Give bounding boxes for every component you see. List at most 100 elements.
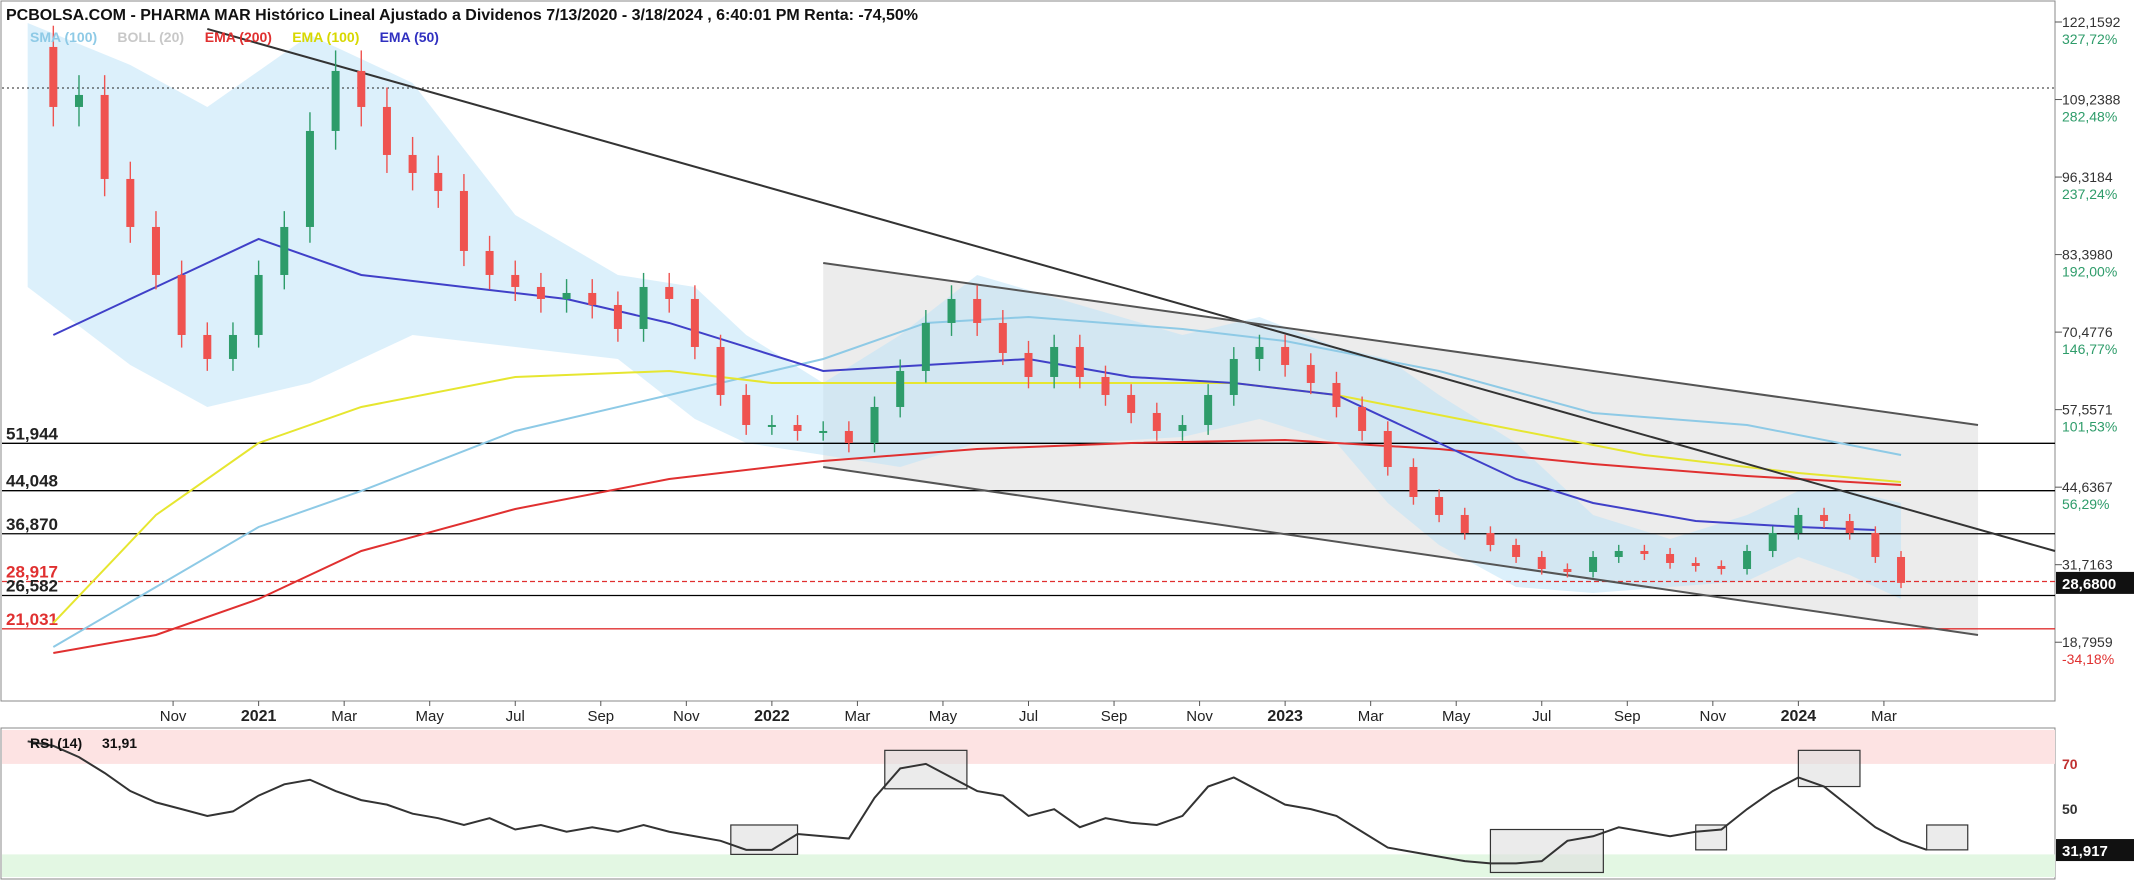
candle-body	[1768, 532, 1777, 551]
time-tick-label: Nov	[673, 708, 700, 725]
candle-body	[1820, 514, 1829, 521]
candle-body	[305, 130, 314, 227]
rsi-value: 31,91	[102, 735, 137, 751]
candle-body	[1691, 562, 1700, 566]
candle-body	[1306, 364, 1315, 383]
time-tick-label: May	[1442, 708, 1471, 725]
rsi-title: RSI (14)	[30, 735, 82, 751]
bollinger-band	[27, 22, 1902, 599]
ema50-line	[52, 237, 1876, 531]
time-tick-label: Sep	[1614, 708, 1641, 725]
rsi-overbought-band	[2, 730, 2055, 764]
candle-body	[819, 430, 828, 433]
legend-entry: EMA (100)	[292, 29, 359, 45]
percent-tick-label: 101,53%	[2062, 419, 2117, 435]
candle-body	[254, 274, 263, 335]
legend: SMA (100) BOLL (20) EMA (200) EMA (100) EMA …	[30, 29, 439, 45]
level-label: 28,917	[6, 562, 58, 581]
legend-entry: SMA (100)	[30, 29, 97, 45]
candle-body	[382, 106, 391, 155]
price-tick-label: 70,4776	[2062, 324, 2113, 340]
candle-body	[1383, 430, 1392, 467]
time-tick-label: Sep	[1101, 708, 1128, 725]
candle-body	[1152, 412, 1161, 431]
candle-body	[1024, 352, 1033, 377]
price-tick-label: 31,7163	[2062, 557, 2113, 573]
rsi-last-badge	[2056, 839, 2134, 862]
rsi-line	[27, 740, 1928, 865]
candle-body	[203, 334, 212, 359]
candle-body	[1229, 358, 1238, 395]
candle-body	[536, 286, 545, 299]
price-tick-label: 44,6367	[2062, 479, 2113, 495]
trend-line	[823, 261, 1979, 426]
rsi-last-label: 31,917	[2062, 843, 2108, 860]
chart-title: PCBOLSA.COM - PHARMA MAR Histórico Linea…	[6, 7, 918, 24]
candle-body	[228, 334, 237, 359]
candle-body	[639, 286, 648, 329]
candle-body	[1589, 556, 1598, 572]
candle-body	[1075, 346, 1084, 377]
candle-body	[459, 190, 468, 251]
time-tick-label: Jul	[1019, 708, 1038, 725]
price-tick-label: 18,7959	[2062, 634, 2113, 650]
level-label: 36,870	[6, 515, 58, 534]
percent-tick-label: 327,72%	[2062, 31, 2117, 47]
candle-body	[74, 94, 83, 107]
time-axis: Nov 2021 Mar May Jul Sep Nov 2022 Mar May Jul Sep No…	[160, 701, 1897, 725]
candle-body	[973, 298, 982, 323]
time-tick-label: 2023	[1267, 708, 1303, 725]
candle-body	[1127, 394, 1136, 413]
rsi-highlight-box	[1926, 824, 1969, 851]
candle-body	[126, 178, 135, 227]
candle-body	[357, 70, 366, 107]
price-tick-label: 122,1592	[2062, 14, 2121, 30]
candle-body	[921, 322, 930, 371]
candle-body	[1614, 550, 1623, 557]
candle-body	[1409, 466, 1418, 497]
rsi-highlight-box	[1489, 828, 1604, 874]
rsi-level-label: 70	[2062, 756, 2078, 772]
level-label: 21,031	[6, 610, 58, 629]
candle-body	[1537, 556, 1546, 569]
time-tick-label: Nov	[1699, 708, 1726, 725]
time-tick-label: May	[929, 708, 958, 725]
trend-line	[207, 27, 2056, 552]
percent-tick-label: -34,18%	[2062, 651, 2114, 667]
candle-body	[1332, 382, 1341, 407]
candle-body	[408, 154, 417, 173]
candle-body	[177, 274, 186, 335]
candle-body	[1743, 550, 1752, 569]
candle-body	[49, 46, 58, 107]
time-tick-label: Jul	[506, 708, 525, 725]
candle-body	[1460, 514, 1469, 533]
candle-body	[613, 304, 622, 329]
candle-body	[793, 424, 802, 431]
time-tick-label: Mar	[844, 708, 870, 725]
candle-body	[485, 250, 494, 275]
candle-body	[280, 226, 289, 275]
candle-body	[562, 292, 571, 299]
candle-body	[1666, 553, 1675, 563]
candle-body	[1486, 532, 1495, 545]
candle-body	[1871, 532, 1880, 557]
candle-body	[331, 70, 340, 131]
candle-body	[1050, 346, 1059, 377]
time-tick-label: May	[416, 708, 445, 725]
time-tick-label: Mar	[1871, 708, 1897, 725]
candle-body	[1717, 565, 1726, 569]
percent-tick-label: 237,24%	[2062, 186, 2117, 202]
candle-body	[100, 94, 109, 179]
ema200-line	[53, 438, 1902, 654]
candle-body	[896, 370, 905, 407]
candle-body	[1255, 346, 1264, 359]
candle-body	[434, 172, 443, 191]
time-tick-label: Sep	[587, 708, 614, 725]
candle-body	[1845, 520, 1854, 533]
candle-body	[588, 292, 597, 305]
last-price-label: 28,6800	[2062, 576, 2116, 593]
candle-body	[1358, 406, 1367, 431]
